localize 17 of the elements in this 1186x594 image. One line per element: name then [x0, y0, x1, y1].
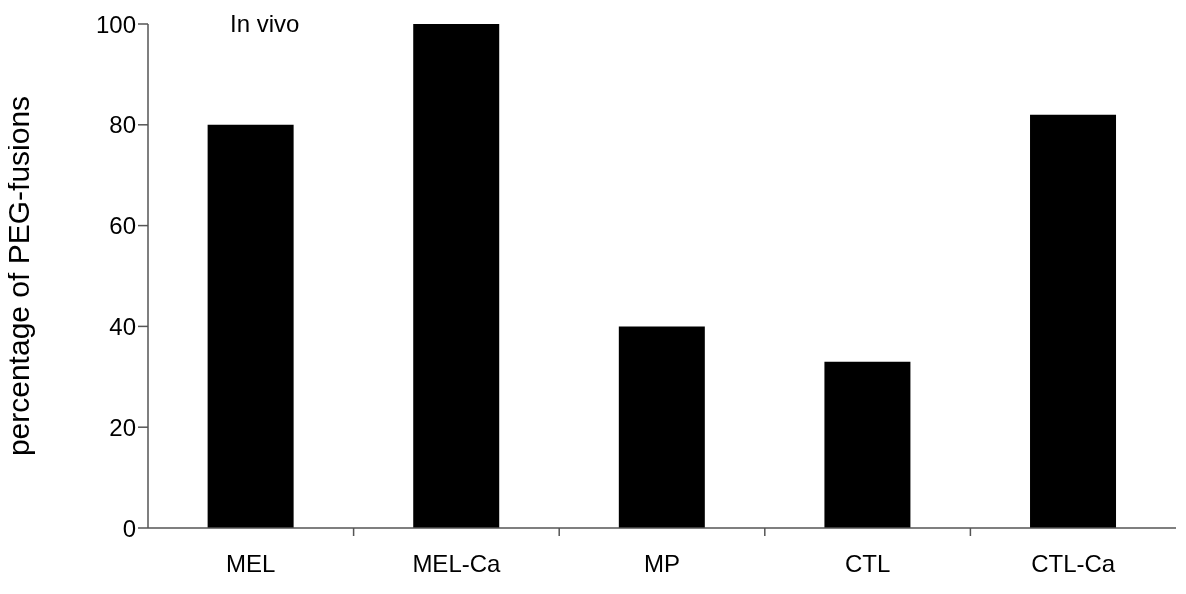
y-tick-label: 80 — [109, 111, 136, 139]
x-tick-label: MEL — [226, 550, 276, 577]
x-tick-label: MEL-Ca — [412, 550, 502, 577]
x-tick-label: MP — [644, 550, 680, 577]
x-tick-label: CTL-Ca — [1031, 550, 1116, 577]
y-tick-label: 60 — [109, 212, 136, 240]
bar — [1030, 114, 1117, 528]
y-tick-label: 0 — [122, 514, 136, 542]
x-tick-label: CTL — [844, 550, 891, 577]
bar — [413, 24, 500, 528]
bar — [207, 124, 294, 528]
bar — [824, 361, 911, 528]
annotation: In vivo — [230, 10, 300, 38]
y-tick-label: 40 — [109, 312, 136, 340]
y-tick-label: 20 — [109, 413, 136, 441]
bar — [618, 326, 705, 528]
y-tick-label: 100 — [95, 10, 136, 38]
